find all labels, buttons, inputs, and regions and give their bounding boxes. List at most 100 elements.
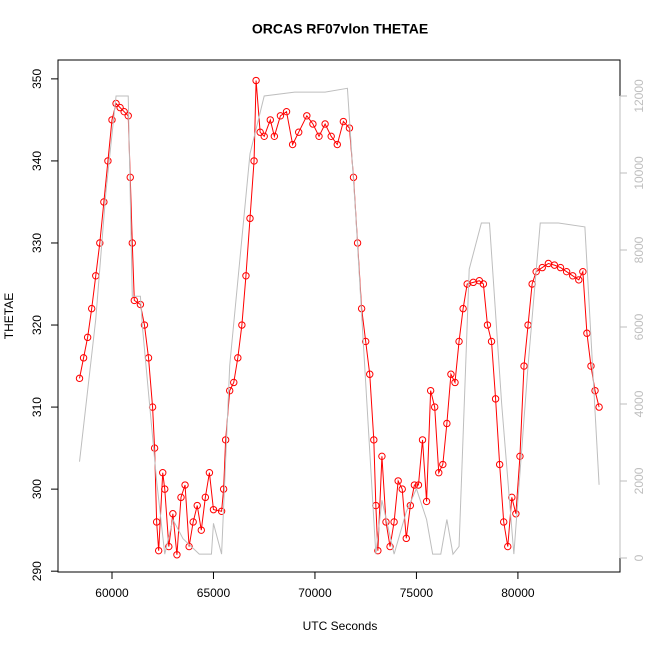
data-point	[378, 452, 386, 461]
data-point	[128, 239, 136, 247]
data-point	[100, 198, 108, 206]
y2-tick-label: 2000	[632, 467, 646, 494]
y-axis-label: THETAE	[2, 293, 16, 339]
data-point	[219, 485, 228, 493]
data-point	[435, 469, 443, 477]
data-point	[402, 534, 410, 543]
y2-tick-label: 6000	[632, 313, 646, 340]
data-point	[169, 510, 177, 518]
data-point	[161, 485, 169, 493]
data-point	[422, 497, 431, 506]
data-point	[327, 132, 335, 141]
data-point	[270, 132, 279, 141]
series-line	[79, 80, 600, 555]
data-point	[315, 132, 323, 141]
y-tick-label: 300	[30, 479, 44, 499]
data-point	[583, 329, 591, 337]
y2-tick-label: 8000	[632, 236, 646, 263]
y-tick-label: 330	[30, 233, 44, 253]
data-point	[339, 117, 348, 126]
data-point	[390, 518, 398, 526]
data-point	[276, 112, 285, 120]
data-point	[550, 261, 559, 269]
data-point	[451, 378, 459, 387]
data-point	[430, 403, 439, 411]
y2-tick-label: 10000	[632, 156, 646, 190]
data-point	[516, 452, 524, 461]
data-point	[495, 460, 504, 469]
data-point	[104, 157, 112, 165]
data-point	[394, 477, 402, 485]
data-point	[189, 518, 197, 526]
data-point	[252, 76, 260, 85]
data-point	[234, 354, 242, 362]
data-point	[512, 510, 520, 518]
data-point	[595, 403, 603, 411]
data-point	[260, 132, 268, 141]
x-tick-label: 70000	[298, 586, 332, 600]
data-point	[374, 546, 382, 555]
data-point	[140, 321, 149, 329]
x-axis-label: UTC Seconds	[303, 619, 378, 633]
data-point	[75, 374, 84, 383]
data-point	[479, 280, 488, 288]
data-point	[217, 507, 226, 515]
y-tick-label: 290	[30, 561, 44, 581]
data-point	[569, 272, 577, 280]
data-point	[152, 518, 161, 526]
x-tick-label: 65000	[197, 586, 231, 600]
data-point	[579, 267, 587, 276]
data-point	[154, 546, 163, 555]
data-point	[366, 370, 374, 378]
data-point	[108, 116, 116, 124]
data-point	[238, 321, 246, 329]
series-line	[79, 87, 600, 556]
y-tick-label: 310	[30, 397, 44, 417]
data-point	[491, 395, 500, 403]
data-point	[181, 481, 189, 489]
data-point	[418, 436, 427, 444]
data-point	[83, 333, 92, 342]
data-point	[575, 276, 583, 284]
data-point	[508, 493, 516, 502]
data-point	[443, 419, 451, 428]
y2-tick-label: 0	[632, 554, 646, 561]
data-point	[447, 370, 455, 378]
data-point	[370, 436, 378, 444]
data-point	[120, 107, 128, 116]
data-point	[209, 505, 218, 514]
data-point	[159, 469, 167, 477]
data-point	[226, 386, 234, 395]
data-point	[591, 386, 599, 395]
data-point	[309, 120, 317, 128]
data-point	[386, 542, 394, 551]
data-point	[538, 263, 546, 272]
data-point	[398, 485, 406, 493]
data-point	[556, 263, 565, 272]
data-point	[487, 337, 496, 346]
data-point	[130, 296, 139, 305]
data-point	[459, 304, 467, 313]
data-point	[96, 239, 104, 247]
x-tick-label: 60000	[95, 586, 129, 600]
data-point	[246, 214, 254, 223]
data-point	[250, 157, 258, 165]
data-point	[414, 481, 423, 489]
x-tick-label: 80000	[501, 586, 535, 600]
data-point	[410, 481, 419, 489]
data-point	[177, 493, 185, 502]
chart-title: ORCAS RF07vlon THETAE	[252, 21, 428, 37]
data-point	[87, 304, 96, 313]
data-point	[193, 501, 201, 510]
data-point	[205, 469, 214, 477]
data-point	[266, 116, 274, 124]
y-tick-label: 350	[30, 69, 44, 89]
data-point	[303, 112, 311, 120]
data-point	[221, 436, 230, 444]
data-point	[361, 337, 370, 346]
data-point	[562, 267, 571, 276]
data-point	[520, 362, 528, 370]
data-point	[333, 140, 341, 149]
data-point	[116, 103, 124, 112]
